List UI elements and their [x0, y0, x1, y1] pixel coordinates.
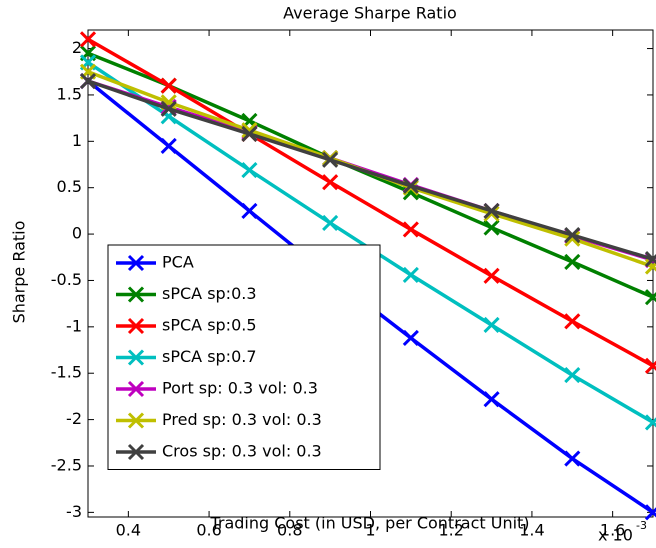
marker: [564, 253, 581, 270]
y-tick-label: -1: [66, 316, 82, 335]
y-tick-label: 0: [72, 224, 82, 243]
marker: [322, 174, 339, 191]
marker: [79, 31, 97, 48]
y-tick-label: -3: [66, 502, 82, 521]
marker: [79, 72, 97, 90]
marker: [564, 313, 581, 330]
marker: [483, 202, 500, 219]
legend-label: sPCA sp:0.3: [162, 284, 257, 303]
marker: [322, 214, 339, 232]
y-tick-label: 2: [72, 38, 82, 57]
marker: [564, 450, 581, 467]
y-tick-label: -2.5: [51, 455, 82, 474]
legend-marker: [127, 349, 145, 366]
y-tick-label: -1.5: [51, 363, 82, 382]
legend: PCA sPCA sp:0.3 sPCA sp:0.5 sPCA sp:0.7 Port…: [107, 244, 381, 470]
series-line: [87, 51, 654, 299]
legend-marker: [127, 254, 145, 272]
marker: [483, 316, 500, 334]
legend-marker: [127, 412, 145, 429]
legend-marker: [127, 443, 145, 461]
marker: [402, 266, 419, 283]
series-line: [87, 79, 654, 261]
y-tick-label: 1: [72, 131, 82, 150]
marker: [160, 100, 177, 117]
marker: [241, 125, 258, 142]
legend-label: PCA: [162, 253, 194, 272]
x-tick-label: 0.6: [196, 521, 221, 540]
marker: [160, 77, 177, 94]
legend-label: Pred sp: 0.3 vol: 0.3: [162, 410, 322, 429]
marker: [644, 357, 656, 374]
marker: [322, 151, 339, 168]
chart-title: Average Sharpe Ratio: [283, 4, 457, 23]
x-exponent-base: x 10: [598, 526, 633, 545]
series-line: [87, 37, 654, 368]
legend-marker: [127, 286, 145, 303]
legend-marker: [127, 317, 145, 335]
y-tick-label: -2: [66, 409, 82, 428]
marker: [402, 177, 419, 194]
marker: [402, 329, 419, 347]
marker: [644, 504, 656, 521]
marker: [564, 226, 581, 244]
marker: [483, 267, 500, 284]
x-tick-label: 1.4: [519, 521, 544, 540]
marker: [644, 251, 656, 268]
x-axis-label: Trading Cost (in USD, per Contract Unit): [209, 514, 529, 533]
legend-marker: [127, 380, 145, 398]
series: [79, 72, 656, 268]
marker: [241, 202, 258, 219]
legend-label: sPCA sp:0.5: [162, 316, 257, 335]
marker: [644, 414, 656, 431]
legend-label: Cros sp: 0.3 vol: 0.3: [162, 442, 322, 461]
y-tick-label: 1.5: [57, 84, 82, 103]
y-axis-label: Sharpe Ratio: [10, 221, 29, 324]
y-tick-label: -0.5: [51, 270, 82, 289]
legend-label: Port sp: 0.3 vol: 0.3: [162, 379, 318, 398]
marker: [483, 391, 500, 408]
x-tick-label: 1.6: [600, 521, 625, 540]
marker: [644, 289, 656, 306]
marker: [564, 367, 581, 384]
marker: [160, 137, 177, 155]
x-tick-label: 1.2: [438, 521, 463, 540]
x-tick-label: 1: [365, 521, 375, 540]
marker: [483, 219, 500, 236]
x-tick-label: 0.4: [116, 521, 141, 540]
y-tick-label: 0.5: [57, 177, 82, 196]
marker: [402, 221, 419, 238]
marker: [241, 162, 258, 179]
series: [79, 31, 656, 374]
legend-label: sPCA sp:0.7: [162, 347, 257, 366]
x-exponent: -3: [636, 519, 647, 532]
x-tick-label: 0.8: [277, 521, 302, 540]
